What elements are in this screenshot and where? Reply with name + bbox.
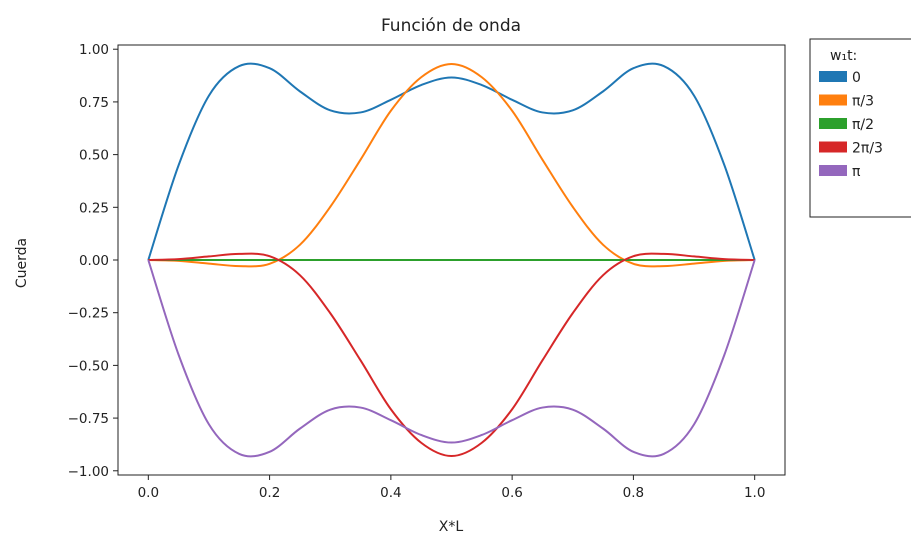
legend-label: π/2 [852, 117, 874, 133]
y-tick-label: −0.25 [68, 306, 109, 322]
legend-swatch [819, 141, 847, 153]
y-tick-label: 1.00 [79, 42, 109, 58]
legend-swatch [819, 71, 847, 82]
y-tick-label: 0.25 [79, 200, 109, 216]
legend-swatch [819, 94, 847, 106]
y-tick-label: −0.75 [68, 411, 109, 427]
x-tick-label: 0.4 [380, 485, 401, 501]
chart-title: Función de onda [381, 16, 521, 36]
legend-label: 2π/3 [852, 141, 883, 157]
legend-label: 0 [852, 70, 861, 86]
y-tick-label: −1.00 [68, 464, 109, 480]
legend-label: π [852, 164, 861, 180]
x-tick-label: 1.0 [744, 485, 765, 501]
series-line-4 [147, 259, 756, 458]
y-tick-label: 0.50 [79, 148, 109, 164]
legend-label: π/3 [852, 94, 874, 110]
x-axis-label: X*L [439, 519, 464, 535]
series-line-0 [147, 62, 756, 261]
legend: w₁t: 0 π/3 π/2 2π/3 π [809, 38, 911, 218]
series-layer [147, 62, 756, 458]
legend-title: w₁t: [830, 48, 857, 64]
legend-swatch [819, 165, 847, 176]
y-axis-label: Cuerda [14, 238, 30, 288]
x-tick-label: 0.6 [501, 485, 522, 501]
legend-items: 0 π/3 π/2 2π/3 π [819, 70, 883, 180]
series-line-3 [148, 252, 755, 458]
x-tick-label: 0.2 [259, 485, 280, 501]
legend-swatch [819, 118, 847, 129]
y-tick-label: 0.00 [79, 253, 109, 269]
y-tick-label: 0.75 [79, 95, 109, 111]
y-tick-label: −0.50 [68, 358, 109, 374]
x-tick-label: 0.0 [138, 485, 159, 501]
x-tick-label: 0.8 [623, 485, 644, 501]
series-line-1 [148, 62, 755, 268]
ticks-layer: 0.0 0.2 0.4 0.6 0.8 1.0 1.00 0.75 0.50 0.25 0.00 −0… [68, 42, 766, 501]
